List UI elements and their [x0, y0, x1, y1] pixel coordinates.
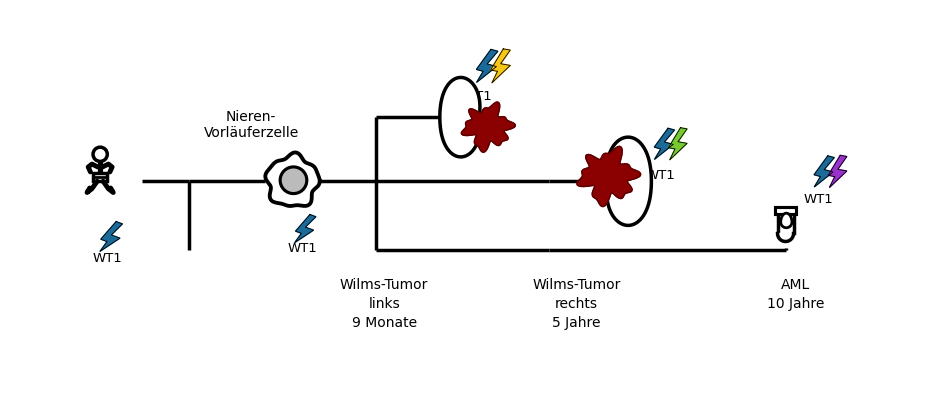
Text: WT1: WT1 — [288, 243, 317, 255]
Polygon shape — [577, 146, 640, 207]
Polygon shape — [266, 152, 320, 206]
Polygon shape — [781, 213, 792, 228]
Polygon shape — [491, 49, 511, 83]
Text: WT1: WT1 — [93, 252, 122, 265]
Polygon shape — [814, 156, 834, 187]
Bar — [94, 173, 108, 181]
Text: WT1: WT1 — [645, 170, 675, 182]
Polygon shape — [669, 128, 687, 160]
Bar — [775, 207, 796, 214]
Text: WT1: WT1 — [803, 193, 833, 206]
Polygon shape — [439, 77, 480, 157]
Polygon shape — [607, 137, 652, 225]
Polygon shape — [477, 49, 497, 82]
Circle shape — [94, 147, 108, 162]
Text: Wilms-Tumor
rechts
5 Jahre: Wilms-Tumor rechts 5 Jahre — [532, 278, 621, 330]
Polygon shape — [654, 128, 674, 159]
Polygon shape — [295, 215, 316, 243]
Text: Wilms-Tumor
links
9 Monate: Wilms-Tumor links 9 Monate — [340, 278, 428, 330]
Text: AML
10 Jahre: AML 10 Jahre — [767, 278, 824, 311]
Polygon shape — [828, 155, 847, 188]
Polygon shape — [778, 233, 794, 241]
Text: WT1: WT1 — [462, 89, 492, 103]
Polygon shape — [461, 102, 515, 152]
Text: Nieren-
Vorläuferzelle: Nieren- Vorläuferzelle — [204, 109, 298, 140]
Circle shape — [280, 167, 307, 194]
Polygon shape — [100, 222, 122, 251]
